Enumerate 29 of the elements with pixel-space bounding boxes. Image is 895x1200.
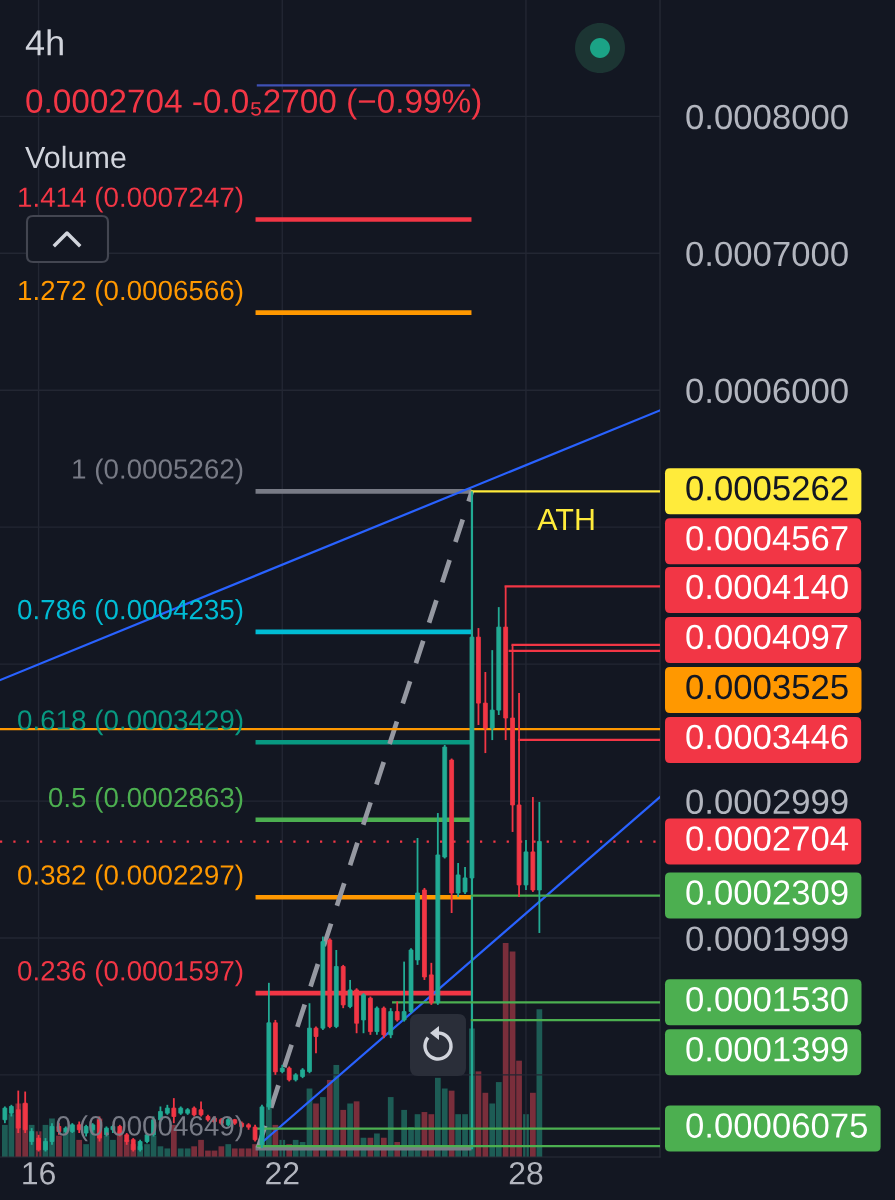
series-label: 0.236 (0.0001597) [18, 960, 243, 987]
annotation: ATH [537, 509, 594, 531]
x-tick-label: 28 [509, 1162, 543, 1185]
series-label: 0.00006075 [686, 1113, 867, 1138]
text: 0.0002704 -0.0₅2700 (−0.99%) [26, 88, 481, 120]
series-label: 0.0004567 [686, 526, 848, 551]
series-label: 1.272 (0.0006566) [19, 279, 243, 306]
y-tick-label: 0.0008000 [686, 104, 848, 130]
series-label: 0.0002309 [686, 880, 848, 905]
series-label: 0.382 (0.0002297) [18, 864, 243, 891]
x-tick-label: 22 [266, 1162, 299, 1185]
x-tick-label: 16 [23, 1162, 55, 1185]
text: 4h [25, 29, 63, 56]
series-label: 0.0002704 [686, 826, 849, 851]
series-label: 0.0005262 [686, 476, 848, 501]
series-label: 0.0004140 [686, 574, 848, 600]
series-label: 0.5 (0.0002863) [48, 786, 243, 813]
series-label: 1.414 (0.0007247) [19, 186, 243, 213]
y-tick-label: 0.0007000 [686, 241, 848, 267]
series-label: 1 (0.0005262) [73, 458, 243, 485]
y-tick-label: 0.0002999 [686, 789, 848, 815]
series-label: 0.0003446 [686, 724, 848, 750]
y-tick-label: 0.0006000 [686, 378, 848, 404]
series-label: 0.0004097 [686, 624, 848, 650]
series-label: 0.0001530 [686, 987, 848, 1012]
y-tick-label: 0.0001999 [686, 926, 848, 951]
chart-title: Volume [25, 145, 126, 169]
series-label: 0.0003525 [686, 674, 848, 700]
series-label: 0.0001399 [686, 1037, 848, 1062]
